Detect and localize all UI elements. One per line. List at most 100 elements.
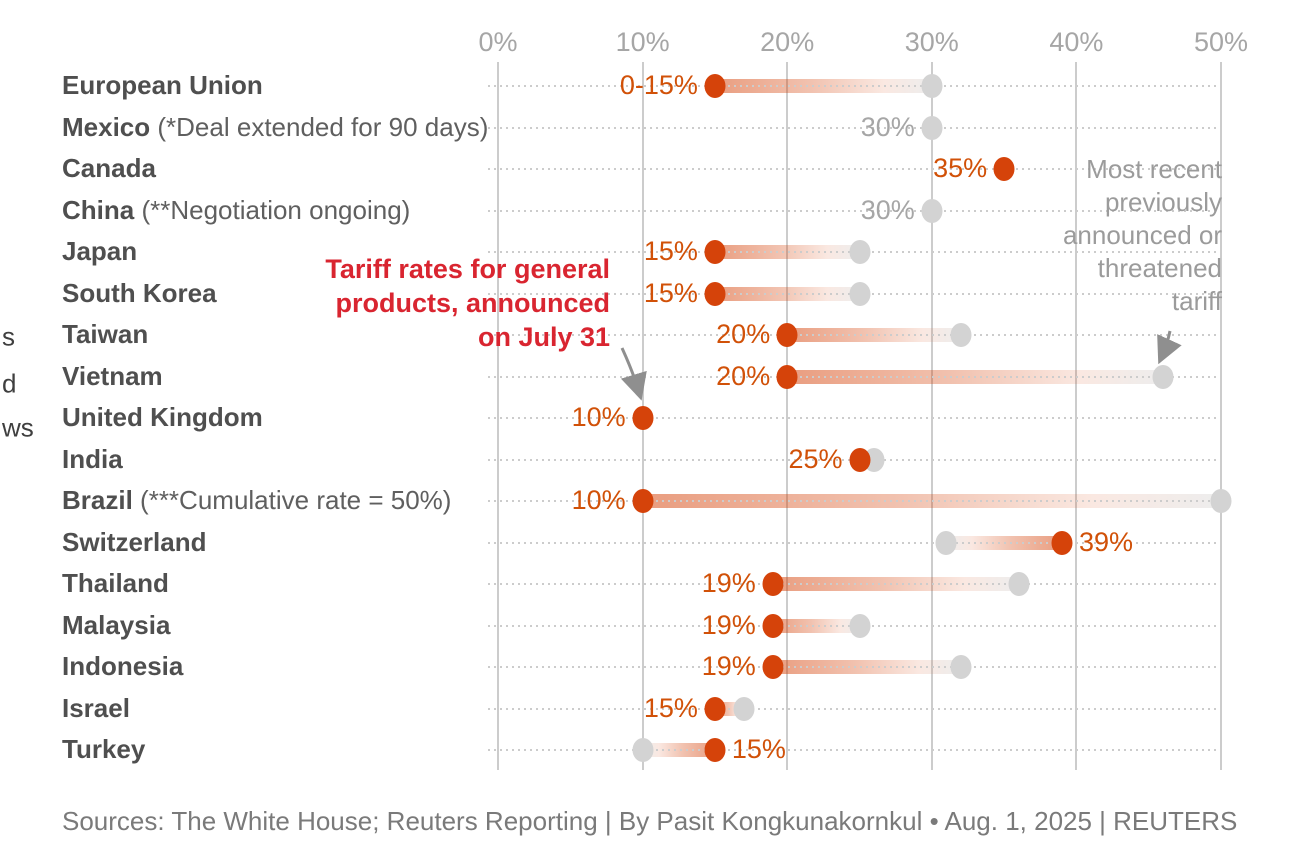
announced-tariff-dot — [762, 572, 784, 596]
announced-tariff-dot — [632, 406, 654, 430]
gridline-30 — [930, 62, 933, 770]
previous-tariff-dot — [1210, 489, 1232, 513]
announced-tariff-dot — [993, 157, 1015, 181]
country-name: Israel — [62, 692, 130, 723]
annotation-announced-line: products, announced — [335, 288, 610, 318]
row-leader-line — [488, 375, 1224, 378]
arrow-to-uk-dot-icon — [620, 347, 647, 401]
annotation-previous-line: announced or — [1062, 220, 1222, 250]
annotation-announced-tariff: Tariff rates for general products, announ… — [280, 252, 610, 354]
previous-tariff-dot — [733, 696, 755, 721]
row-leader-line — [488, 209, 1224, 212]
country-name: Thailand — [62, 567, 169, 598]
country-label: Taiwan — [62, 319, 148, 350]
country-label: Israel — [62, 692, 130, 723]
announced-tariff-dot — [762, 655, 784, 679]
country-note: (***Cumulative rate = 50%) — [132, 484, 452, 515]
arrow-to-vietnam-dot-icon — [1157, 330, 1182, 365]
x-tick-label: 20% — [760, 27, 815, 57]
value-label: 15% — [643, 692, 698, 723]
value-label: 35% — [933, 152, 988, 183]
previous-tariff-dot — [849, 240, 870, 264]
gridline-40 — [1075, 62, 1078, 770]
row-leader-line — [488, 583, 1224, 585]
country-name: Turkey — [62, 733, 146, 764]
country-name: Brazil — [62, 484, 133, 515]
country-name: Canada — [62, 152, 156, 183]
previous-tariff-dot — [921, 115, 943, 140]
gridline-50 — [1220, 62, 1222, 770]
country-label: Indonesia — [62, 651, 183, 682]
previous-tariff-dot — [1152, 364, 1174, 389]
country-name: Taiwan — [62, 318, 149, 349]
previous-tariff-dot — [950, 323, 972, 347]
announced-tariff-dot — [704, 281, 726, 306]
value-label: 15% — [643, 277, 698, 308]
previous-tariff-dot — [921, 74, 943, 98]
x-tick-label: 50% — [1193, 27, 1249, 57]
country-name: South Korea — [62, 277, 217, 308]
previous-tariff-dot — [950, 655, 972, 679]
announced-tariff-dot — [1051, 530, 1073, 555]
country-note: (**Negotiation ongoing) — [134, 194, 411, 225]
country-name: Malaysia — [62, 609, 171, 640]
country-label: Switzerland — [62, 526, 206, 557]
country-label: China (**Negotiation ongoing) — [62, 194, 410, 225]
announced-tariff-dot — [849, 447, 870, 472]
value-label: 20% — [716, 318, 771, 349]
value-label: 30% — [860, 111, 915, 142]
country-name: Vietnam — [62, 360, 163, 391]
value-label: 30% — [860, 194, 915, 225]
annotation-announced-line: on July 31 — [477, 322, 610, 352]
row-leader-line — [488, 666, 1224, 668]
announced-tariff-dot — [704, 240, 726, 264]
row-leader-line — [488, 749, 1224, 751]
previous-tariff-dot — [849, 281, 870, 306]
country-label: Vietnam — [62, 360, 163, 391]
annotation-previous-line: threatened — [1097, 253, 1222, 283]
row-leader-line — [488, 126, 1224, 129]
x-tick-label: 40% — [1049, 27, 1104, 57]
country-name: United Kingdom — [62, 401, 263, 432]
annotation-previous-tariff: Most recent previously announced or threate… — [952, 153, 1222, 318]
previous-tariff-dot — [632, 738, 654, 762]
announced-tariff-dot — [776, 364, 798, 389]
country-label: European Union — [62, 70, 263, 101]
country-label: Mexico (*Deal extended for 90 days) — [62, 111, 488, 142]
announced-tariff-dot — [704, 696, 726, 721]
country-label: South Korea — [62, 277, 217, 308]
country-name: Switzerland — [62, 526, 207, 557]
row-leader-line — [488, 85, 1224, 87]
value-label: 0-15% — [619, 69, 698, 100]
row-leader-line — [488, 707, 1224, 710]
previous-tariff-dot — [1008, 572, 1030, 596]
announced-tariff-dot — [704, 74, 726, 98]
country-name: India — [62, 443, 123, 474]
value-label: 19% — [701, 567, 756, 598]
country-name: European Union — [62, 69, 263, 100]
x-tick-label: 10% — [615, 27, 670, 57]
value-label: 15% — [643, 235, 698, 266]
announced-tariff-dot — [762, 613, 784, 638]
country-label: United Kingdom — [62, 402, 263, 433]
previous-tariff-dot — [935, 530, 957, 555]
country-label: India — [62, 443, 123, 474]
country-label: Malaysia — [62, 609, 170, 640]
country-name: Japan — [62, 235, 138, 266]
country-label: Brazil (***Cumulative rate = 50%) — [62, 485, 451, 516]
gridline-0 — [497, 62, 499, 770]
source-line: Sources: The White House; Reuters Report… — [62, 806, 1238, 836]
country-name: Indonesia — [62, 650, 184, 681]
value-label: 39% — [1078, 526, 1133, 557]
country-name: China — [62, 194, 135, 225]
value-label: 20% — [716, 360, 771, 391]
country-label: Turkey — [62, 734, 145, 765]
announced-tariff-dot — [632, 489, 654, 513]
country-label: Canada — [62, 153, 156, 184]
announced-tariff-dot — [776, 323, 798, 347]
row-leader-line — [488, 334, 1224, 336]
previous-tariff-dot — [921, 198, 943, 223]
edge-text-fragment: ws — [2, 412, 34, 443]
annotation-previous-line: tariff — [1171, 286, 1222, 316]
